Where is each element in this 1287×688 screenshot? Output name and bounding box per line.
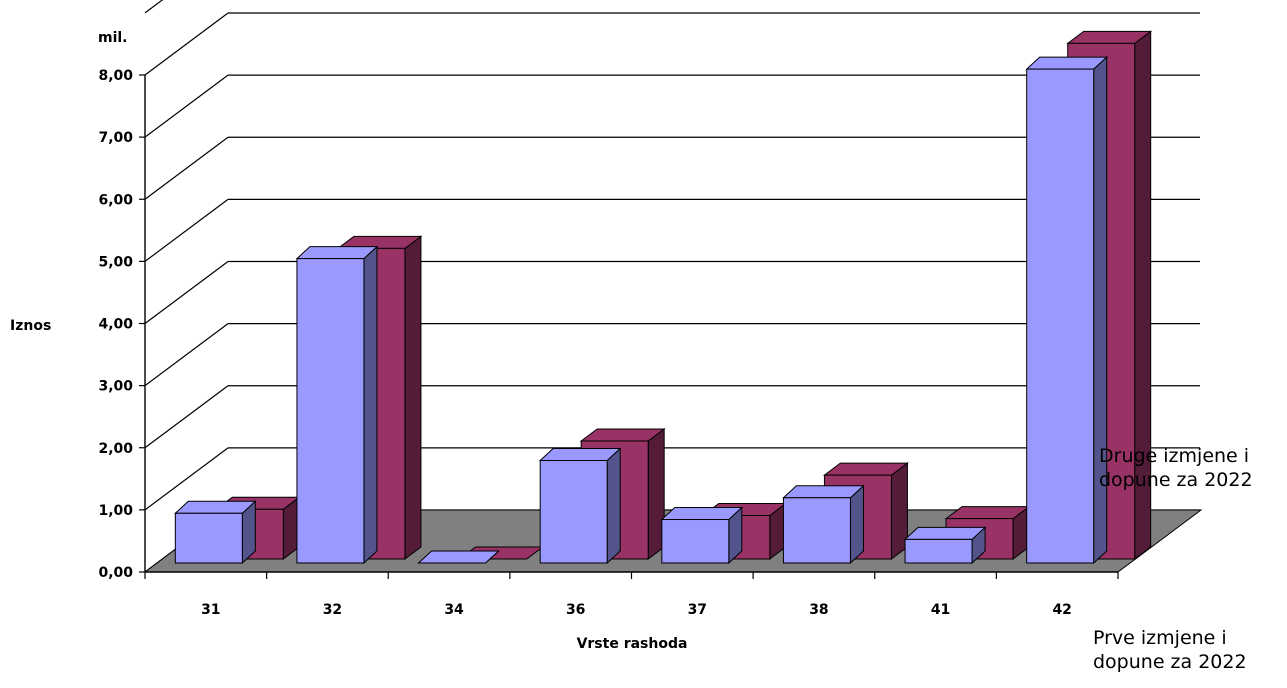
- x-tick-label: 37: [688, 602, 707, 618]
- y-tick-label: 8,00: [98, 68, 133, 84]
- y-axis-title: Iznos: [10, 318, 51, 334]
- bar-front: [661, 519, 730, 564]
- y-tick-label: 1,00: [98, 503, 133, 519]
- bar-side: [849, 484, 864, 565]
- gridline-side: [144, 136, 229, 200]
- bar: [538, 447, 622, 565]
- bar-front: [904, 538, 973, 564]
- bar: [660, 506, 744, 565]
- bar-side: [404, 235, 422, 560]
- x-tick-label: 34: [444, 602, 464, 618]
- bar: [295, 245, 379, 565]
- bar-front: [782, 497, 851, 564]
- gridline-side: [144, 198, 229, 262]
- y-tick-label: 6,00: [98, 192, 133, 208]
- y-tick-label: 7,00: [98, 130, 133, 146]
- bar: [903, 526, 987, 565]
- y-tick-label: 4,00: [98, 317, 133, 333]
- bar: [1025, 55, 1108, 565]
- gridline-side: [144, 447, 229, 511]
- bar-top: [417, 550, 500, 564]
- bar-front: [539, 459, 608, 564]
- bar-front: [296, 258, 365, 564]
- bar: [174, 500, 257, 565]
- gridline-side: [144, 323, 229, 387]
- y-tick-labels: 0,00 1,00 2,00 3,00 4,00 5,00 6,00 7,00 8,00: [98, 68, 133, 581]
- bar-top: [174, 500, 257, 514]
- x-tick-label: 41: [931, 602, 950, 618]
- front-series-bars: [174, 55, 1108, 565]
- x-tick-label: 31: [201, 602, 220, 618]
- bar-side: [363, 245, 378, 565]
- x-tick-label: 38: [809, 602, 828, 618]
- bar-side: [606, 447, 621, 565]
- bar-top: [1025, 56, 1108, 70]
- gridline-side: [144, 74, 229, 138]
- y-tick-label: 3,00: [98, 379, 133, 395]
- bar-front: [174, 512, 243, 564]
- bar: [782, 484, 865, 565]
- y-tick-label: 2,00: [98, 441, 133, 457]
- y-tick-label: 5,00: [98, 254, 133, 270]
- gridline-side: [144, 12, 229, 76]
- bar: [417, 550, 500, 564]
- x-tick-label: 42: [1052, 602, 1071, 618]
- y-tick-label: 0,00: [98, 565, 133, 581]
- x-tick-labels: 31 32 34 36 37 38 41 42: [201, 602, 1072, 618]
- bar-top: [538, 447, 622, 461]
- axes: [139, 74, 1119, 579]
- x-tick-label: 36: [566, 602, 585, 618]
- x-axis-title: Vrste rashoda: [577, 636, 688, 652]
- series-label-front: Prve izmjene i dopune za 2022: [1093, 627, 1247, 673]
- gridline-side: [144, 261, 229, 324]
- bar-top: [295, 246, 379, 260]
- bar-top: [660, 507, 744, 521]
- gridline-side: [144, 385, 229, 449]
- bar-front: [1026, 68, 1095, 564]
- y-unit-label: mil.: [98, 30, 128, 46]
- x-tick-label: 32: [323, 602, 342, 618]
- gridline-side: [144, 0, 164, 14]
- bar-top: [903, 526, 987, 540]
- series-label-back: Druge izmjene i dopune za 2022: [1099, 445, 1253, 491]
- bar-top: [782, 485, 865, 499]
